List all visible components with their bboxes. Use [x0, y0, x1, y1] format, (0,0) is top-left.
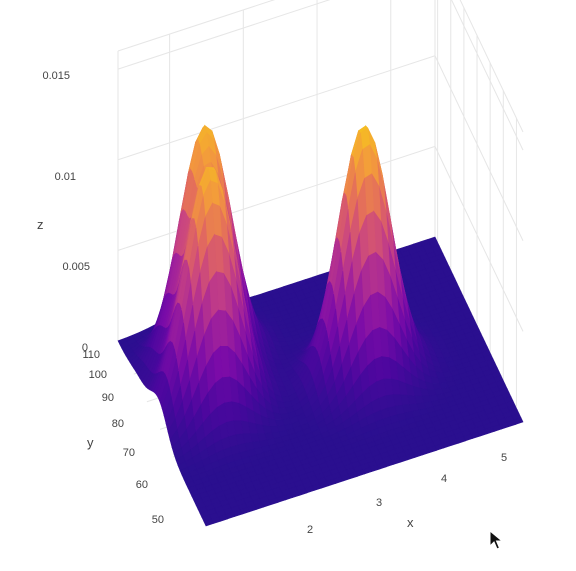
y-tick-label: 100 [89, 369, 107, 381]
z-tick-label: 0.01 [55, 171, 76, 183]
y-tick-label: 50 [152, 514, 164, 526]
x-tick-label: 4 [441, 473, 447, 485]
grid-line [117, 145, 436, 251]
box-edge [117, 0, 276, 52]
y-tick-label: 60 [136, 479, 148, 491]
x-tick-label: 3 [376, 497, 382, 509]
grid-line [117, 0, 331, 70]
surface-mesh[interactable] [117, 124, 524, 527]
surface-patch [203, 519, 214, 527]
grid-line [434, 55, 524, 241]
y-axis-title: y [87, 435, 94, 450]
grid-line [451, 0, 524, 151]
grid-line [117, 55, 436, 161]
y-tick-label: 90 [102, 392, 114, 404]
grid-line [434, 146, 524, 332]
z-tick-label: 0.015 [42, 70, 70, 82]
mouse-pointer-icon [489, 530, 503, 550]
z-axis-title: z [37, 217, 44, 232]
z-tick-label: 0 [82, 342, 88, 354]
x-tick-label: 2 [307, 524, 313, 536]
x-axis-title: x [407, 515, 414, 530]
x-tick-label: 5 [501, 452, 507, 464]
box-edge [459, 0, 524, 133]
y-tick-label: 110 [82, 349, 100, 361]
y-tick-label: 70 [123, 447, 135, 459]
z-tick-label: 0.005 [62, 261, 90, 273]
y-tick-label: 80 [112, 418, 124, 430]
axes: 0 0.005 0.01 0.015 z 110 100 90 80 70 60… [37, 70, 507, 536]
